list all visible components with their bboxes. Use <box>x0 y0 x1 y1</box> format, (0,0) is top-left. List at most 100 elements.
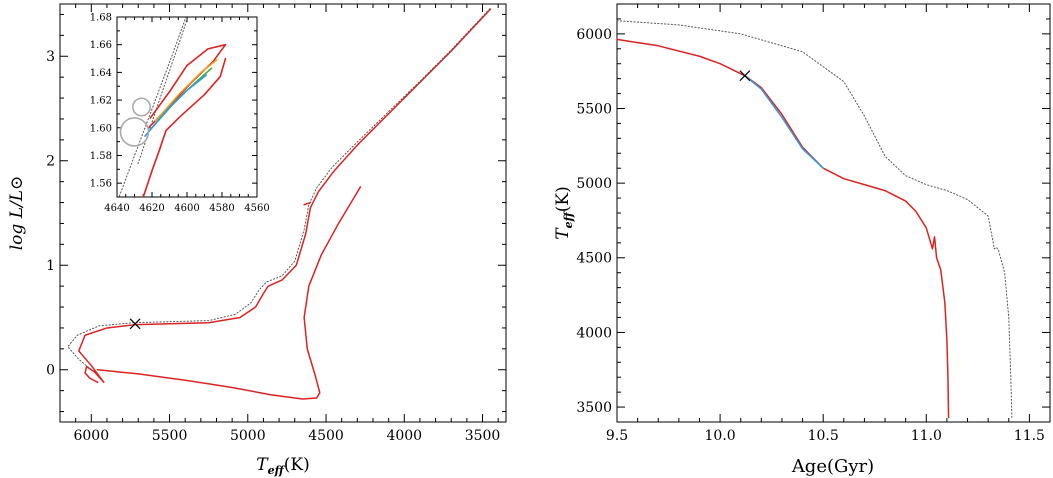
hr-inset-ytick-label: 1.62 <box>90 96 112 107</box>
hr-xlabel-main: T <box>256 455 269 475</box>
hr-ytick-label: 3 <box>46 49 55 65</box>
hr-cross <box>129 318 141 330</box>
teff-age-ytick-label: 4500 <box>576 251 612 267</box>
hr-xtick-label: 6000 <box>73 428 109 444</box>
hr-inset-xtick: 4580 <box>209 17 235 214</box>
hr-inset-ytick: 1.64 <box>90 68 257 79</box>
hr-inset-xtick-label: 4620 <box>139 203 164 214</box>
teff-age-xtick-label: 11.0 <box>911 428 942 444</box>
hr-inset-xtick-label: 4600 <box>174 203 199 214</box>
hr-inset-xtick-label: 4560 <box>244 203 269 214</box>
teff-age-ytick-label: 5000 <box>576 176 612 192</box>
teff-age-series-0 <box>616 38 950 419</box>
hr-inset-xtick: 4620 <box>139 17 165 214</box>
teff-age-ytick-label: 6000 <box>576 27 612 43</box>
teff-age-series-2 <box>616 20 1013 419</box>
hr-inset-curves <box>118 17 227 197</box>
hr-inset-xtick-label: 4580 <box>209 203 234 214</box>
hr-xtick: 5500 <box>152 4 188 444</box>
hr-curves <box>67 7 492 400</box>
teff-age-xtick: 11.5 <box>1014 4 1045 444</box>
hr-xlabel: Teff(K) <box>256 455 309 477</box>
teff-age-series-1 <box>744 74 824 169</box>
hr-plot-frame <box>59 3 507 423</box>
hr-xtick-label: 4000 <box>386 428 422 444</box>
teff-age-cross <box>739 70 751 82</box>
teff-age-xtick: 9.5 <box>606 4 628 444</box>
teff-age-ytick: 5000 <box>576 176 1050 192</box>
hr-inset-series-2 <box>142 57 227 197</box>
hr-inset-xtick: 4600 <box>174 17 200 214</box>
teff-age-xtick: 11.0 <box>911 4 942 444</box>
teff-age-ytick: 5500 <box>576 101 1050 117</box>
hr-xlabel-sub: eff <box>268 464 286 477</box>
teff-age-xlabel: Age(Gyr) <box>791 456 874 477</box>
hr-xtick-label: 5500 <box>152 428 188 444</box>
hr-inset-ytick-label: 1.66 <box>90 40 112 51</box>
hr-inset-circle-0 <box>131 97 152 117</box>
teff-age-ytick-label: 5500 <box>576 101 612 117</box>
hr-inset-ytick: 1.62 <box>90 96 257 107</box>
teff-age-ylabel-main: T <box>553 227 573 240</box>
teff-age-xtick: 10.0 <box>705 4 736 444</box>
hr-inset-background <box>117 17 257 197</box>
hr-inset-series-6 <box>144 74 208 137</box>
hr-inset-series-1 <box>137 17 189 165</box>
teff-age-curves <box>616 20 1013 419</box>
teff-age-xtick: 10.5 <box>808 4 839 444</box>
hr-series-2 <box>96 186 362 400</box>
hr-ytick: 2 <box>46 154 506 170</box>
hr-xtick: 6000 <box>73 4 109 444</box>
teff-age-xtick-label: 9.5 <box>606 428 628 444</box>
hr-ylabel: log L/L⊙ <box>7 176 27 251</box>
hr-inset-xtick-label: 4640 <box>104 203 129 214</box>
hr-xtick: 4500 <box>308 4 344 444</box>
teff-age-ytick-label: 4000 <box>576 325 612 341</box>
hr-inset-series-3 <box>147 43 227 129</box>
teff-age-ytick: 6000 <box>576 27 1050 43</box>
teff-age-axis-ticks: 9.5 10.0 10.5 11.0 11.5 3500 4000 4500 5000 5500 6… <box>576 3 1051 444</box>
hr-ytick-label: 1 <box>46 258 55 274</box>
hr-ytick: 3 <box>46 49 506 65</box>
hr-inset-ticks: 4640 4620 4600 4580 4560 1.56 1.58 1.60 1.62 1.64… <box>90 13 270 215</box>
hr-xtick-label: 3500 <box>465 428 501 444</box>
hr-series-0 <box>78 8 492 384</box>
teff-age-ytick: 4500 <box>576 251 1050 267</box>
hr-xlabel-unit: (K) <box>284 455 310 475</box>
hr-xtick: 3500 <box>465 4 501 444</box>
hr-inset-xtick: 4640 <box>104 17 130 214</box>
teff-age-xtick-label: 10.0 <box>705 428 736 444</box>
hr-xtick: 4000 <box>386 4 422 444</box>
hr-diagram-panel: 6000 5500 5000 4500 4000 3500 0 1 2 3 4640 4620 460… <box>7 3 507 477</box>
teff-age-xtick-label: 11.5 <box>1014 428 1045 444</box>
hr-cross-marker <box>129 318 141 330</box>
hr-inset-xtick: 4560 <box>244 17 270 214</box>
hr-inset-ytick-label: 1.60 <box>90 123 112 134</box>
hr-inset-series-0 <box>118 17 187 197</box>
teff-age-ylabel-sub: eff <box>562 210 575 228</box>
hr-inset-ytick: 1.66 <box>90 40 257 51</box>
hr-xtick-label: 4500 <box>308 428 344 444</box>
hr-series-3 <box>67 7 491 371</box>
hr-xtick-label: 5000 <box>230 428 266 444</box>
hr-ytick-label: 0 <box>46 363 55 379</box>
hr-xtick: 5000 <box>230 4 266 444</box>
teff-age-ylabel-unit: (K) <box>553 186 573 212</box>
hr-axis-ticks: 6000 5500 5000 4500 4000 3500 0 1 2 3 <box>46 4 506 444</box>
hr-inset-ytick: 1.68 <box>90 13 257 24</box>
hr-inset-ytick: 1.56 <box>90 179 257 190</box>
hr-inset-ytick-label: 1.64 <box>90 68 112 79</box>
hr-inset-ytick-label: 1.68 <box>90 13 112 24</box>
teff-age-ytick: 4000 <box>576 325 1050 341</box>
hr-inset-ytick: 1.58 <box>90 151 257 162</box>
teff-age-panel: 9.5 10.0 10.5 11.0 11.5 3500 4000 4500 5000 5500 6… <box>553 3 1051 477</box>
hr-inset-ytick-label: 1.58 <box>90 151 112 162</box>
hr-ytick-label: 2 <box>46 154 55 170</box>
teff-age-ytick-label: 3500 <box>576 400 612 416</box>
hr-inset-series-4 <box>154 59 218 122</box>
hr-ytick: 0 <box>46 363 506 379</box>
hr-inset-circle-1 <box>119 117 150 147</box>
teff-age-xtick-label: 10.5 <box>808 428 839 444</box>
teff-age-ylabel: Teff(K) <box>553 186 575 239</box>
